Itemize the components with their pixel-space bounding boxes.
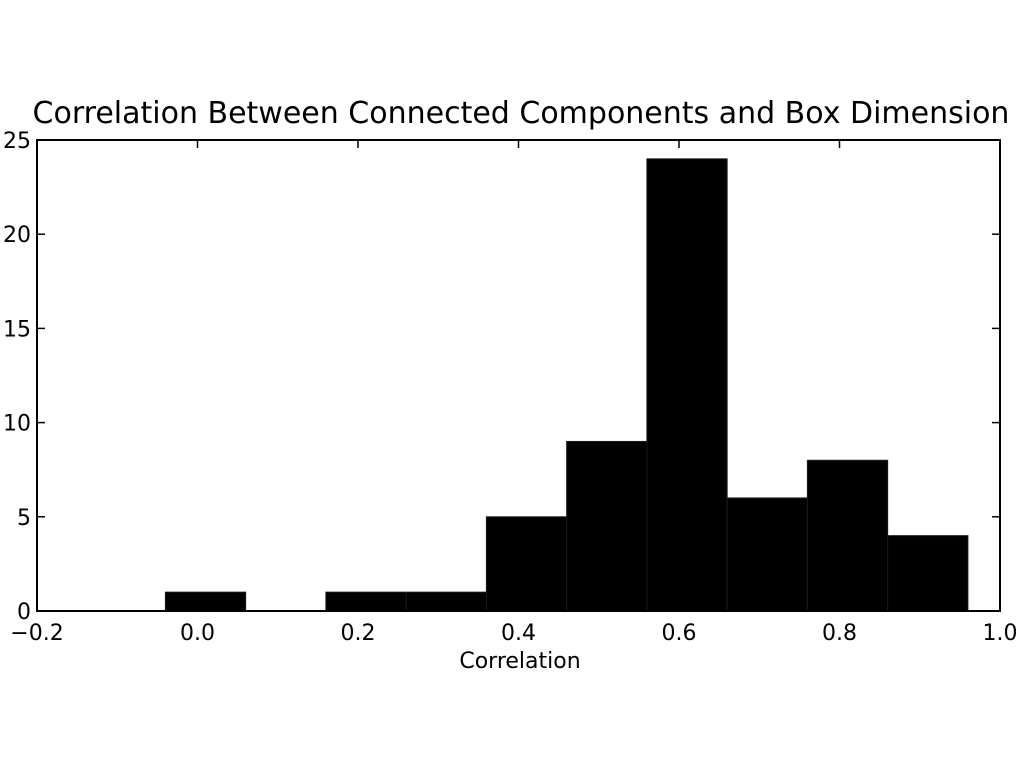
x-tick-label-6: 1.0 [983,621,1018,646]
y-tick-label-3: 15 [3,317,31,342]
x-tick-label-4: 0.6 [662,621,697,646]
x-tick-label-0: −0.2 [10,621,63,646]
histogram-bar-4 [485,516,568,612]
plot-frame [36,139,1001,612]
y-tick-label-0: 0 [17,600,31,625]
y-tick-label-4: 20 [3,223,31,248]
x-axis-label: Correlation [459,649,580,674]
histogram-bar-6 [646,158,728,612]
tick-labels-group: −0.2 0.0 0.2 0.4 0.6 0.8 1.0 0 5 10 15 20 25 [3,129,1018,646]
x-tick-label-5: 0.8 [822,621,857,646]
histogram-bar-7 [726,497,808,612]
bars-group [164,158,969,612]
histogram-bar-3 [405,591,487,612]
histogram-bar-8 [806,459,889,612]
y-tick-label-5: 25 [3,129,31,154]
histogram-bar-2 [325,591,407,612]
x-tick-label-2: 0.2 [341,621,376,646]
histogram-bar-9 [887,535,969,612]
x-tick-label-3: 0.4 [501,621,536,646]
y-tick-label-1: 5 [17,506,31,531]
histogram-bar-0 [164,591,247,612]
histogram-bar-5 [566,440,648,612]
x-tick-label-1: 0.0 [180,621,215,646]
chart-title: Correlation Between Connected Components… [33,96,1010,131]
y-tick-label-2: 10 [3,412,31,437]
